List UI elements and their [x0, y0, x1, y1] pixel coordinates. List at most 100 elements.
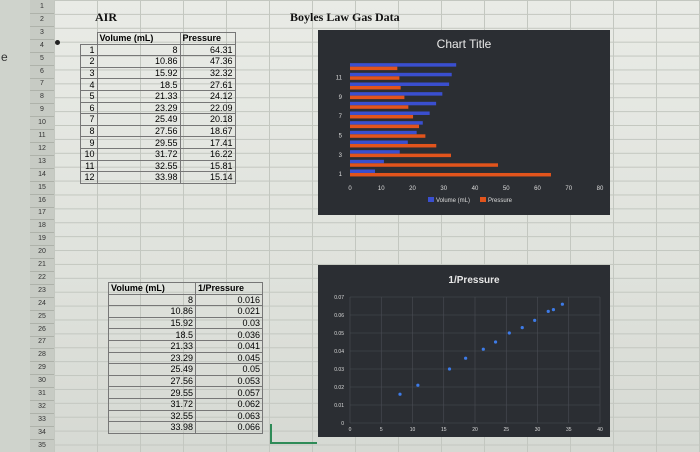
inverse-pressure-cell[interactable]: 0.03	[195, 316, 263, 330]
row-number[interactable]: 26	[30, 323, 54, 337]
inverse-pressure-cell[interactable]: 0.045	[195, 351, 263, 365]
volume-cell[interactable]: 8	[96, 43, 181, 57]
inverse-pressure-cell[interactable]: 0.057	[195, 386, 263, 399]
row-number[interactable]: 8	[30, 90, 54, 105]
index-cell[interactable]: 11	[80, 159, 98, 173]
index-cell[interactable]: 10	[80, 147, 98, 161]
inverse-pressure-cell[interactable]: 0.05	[195, 363, 263, 376]
cell-air-label[interactable]: AIR	[95, 10, 118, 24]
volume-cell[interactable]: 15.92	[96, 66, 181, 80]
row-number[interactable]: 7	[30, 77, 54, 92]
volume-cell[interactable]: 21.33	[96, 89, 181, 103]
inverse-pressure-cell[interactable]: 0.021	[195, 305, 263, 318]
volume-cell[interactable]: 10.86	[108, 305, 196, 318]
volume-cell[interactable]: 29.55	[96, 136, 181, 149]
index-cell[interactable]: 7	[80, 113, 98, 126]
volume-header[interactable]: Volume (mL)	[96, 32, 181, 45]
pressure-header[interactable]: Pressure	[179, 32, 236, 45]
row-number[interactable]: 27	[30, 335, 54, 350]
row-number[interactable]: 19	[30, 232, 54, 247]
pressure-cell[interactable]: 16.22	[179, 147, 236, 161]
sheet-title[interactable]: Boyles Law Gas Data	[290, 10, 400, 24]
inverse-pressure-cell[interactable]: 0.066	[195, 421, 263, 434]
bar-chart[interactable]: Chart Title 1 3 5 7 9 11 0 10 20 30 40 50 60 70 80 Volum…	[318, 30, 610, 215]
volume-cell[interactable]: 23.29	[96, 101, 181, 115]
volume-cell[interactable]: 23.29	[108, 351, 196, 365]
volume-cell[interactable]: 33.98	[108, 421, 196, 434]
row-number[interactable]: 2	[30, 13, 54, 27]
index-cell[interactable]: 8	[80, 124, 98, 138]
volume-cell[interactable]: 10.86	[96, 55, 181, 68]
volume-cell[interactable]: 8	[108, 293, 196, 307]
row-number[interactable]: 10	[30, 116, 54, 131]
volume-cell[interactable]: 21.33	[108, 339, 196, 353]
inverse-pressure-header[interactable]: 1/Pressure	[195, 282, 263, 295]
index-cell[interactable]: 5	[80, 89, 98, 103]
index-cell[interactable]: 2	[80, 55, 98, 68]
row-number[interactable]: 29	[30, 361, 54, 376]
row-number[interactable]: 34	[30, 426, 54, 440]
pressure-cell[interactable]: 18.67	[179, 124, 236, 138]
row-number[interactable]: 9	[30, 103, 54, 118]
pressure-cell[interactable]: 27.61	[179, 78, 236, 91]
volume-cell[interactable]: 32.55	[96, 159, 181, 173]
row-number[interactable]: 12	[30, 142, 54, 156]
volume-cell[interactable]: 32.55	[108, 409, 196, 423]
volume-cell[interactable]: 18.5	[96, 78, 181, 91]
row-number[interactable]: 22	[30, 271, 54, 285]
row-number[interactable]: 17	[30, 206, 54, 221]
row-number[interactable]: 33	[30, 413, 54, 427]
pressure-cell[interactable]: 20.18	[179, 113, 236, 126]
inverse-pressure-cell[interactable]: 0.041	[195, 339, 263, 353]
volume-cell[interactable]: 15.92	[108, 316, 196, 330]
row-number[interactable]: 13	[30, 155, 54, 169]
volume-cell[interactable]: 27.56	[108, 374, 196, 388]
inverse-pressure-cell[interactable]: 0.016	[195, 293, 263, 307]
row-number[interactable]: 28	[30, 348, 54, 363]
volume-cell[interactable]: 25.49	[108, 363, 196, 376]
row-number[interactable]: 11	[30, 129, 54, 143]
row-number[interactable]: 31	[30, 387, 54, 401]
row-number[interactable]: 18	[30, 219, 54, 234]
index-cell[interactable]: 9	[80, 136, 98, 149]
index-cell[interactable]: 1	[80, 43, 98, 57]
row-number[interactable]: 15	[30, 181, 54, 195]
row-number[interactable]: 21	[30, 258, 54, 272]
row-number[interactable]: 25	[30, 310, 54, 324]
row-number[interactable]: 35	[30, 439, 54, 452]
row-number[interactable]: 14	[30, 168, 54, 182]
index-header[interactable]	[81, 33, 98, 45]
pressure-cell[interactable]: 47.36	[179, 55, 236, 68]
volume-cell[interactable]: 25.49	[96, 113, 181, 126]
row-number[interactable]: 32	[30, 400, 54, 414]
volume-cell[interactable]: 29.55	[108, 386, 196, 399]
row-number[interactable]: 20	[30, 245, 54, 260]
inverse-pressure-cell[interactable]: 0.062	[195, 397, 263, 411]
pressure-cell[interactable]: 22.09	[179, 101, 236, 115]
volume-header[interactable]: Volume (mL)	[108, 282, 196, 295]
index-cell[interactable]: 4	[80, 78, 98, 91]
volume-cell[interactable]: 31.72	[96, 147, 181, 161]
row-number[interactable]: 30	[30, 374, 54, 389]
row-number[interactable]: 5	[30, 52, 54, 66]
index-cell[interactable]: 3	[80, 66, 98, 80]
row-number[interactable]: 24	[30, 297, 54, 311]
pressure-cell[interactable]: 32.32	[179, 66, 236, 80]
row-number[interactable]: 3	[30, 26, 54, 40]
inverse-pressure-cell[interactable]: 0.036	[195, 328, 263, 341]
row-number[interactable]: 4	[30, 39, 54, 53]
index-cell[interactable]: 12	[80, 171, 98, 184]
volume-cell[interactable]: 18.5	[108, 328, 196, 341]
inverse-pressure-cell[interactable]: 0.053	[195, 374, 263, 388]
volume-cell[interactable]: 27.56	[96, 124, 181, 138]
row-number[interactable]: 16	[30, 194, 54, 208]
scatter-chart[interactable]: 1/Pressure 0 0.01 0.02 0.03 0.04 0.05 0.06 0.07 0…	[318, 265, 610, 437]
volume-cell[interactable]: 31.72	[108, 397, 196, 411]
pressure-cell[interactable]: 15.14	[179, 171, 236, 184]
index-cell[interactable]: 6	[80, 101, 98, 115]
row-number[interactable]: 23	[30, 284, 54, 298]
pressure-cell[interactable]: 24.12	[179, 89, 236, 103]
pressure-cell[interactable]: 17.41	[179, 136, 236, 149]
inverse-pressure-cell[interactable]: 0.063	[195, 409, 263, 423]
volume-cell[interactable]: 33.98	[96, 171, 181, 184]
